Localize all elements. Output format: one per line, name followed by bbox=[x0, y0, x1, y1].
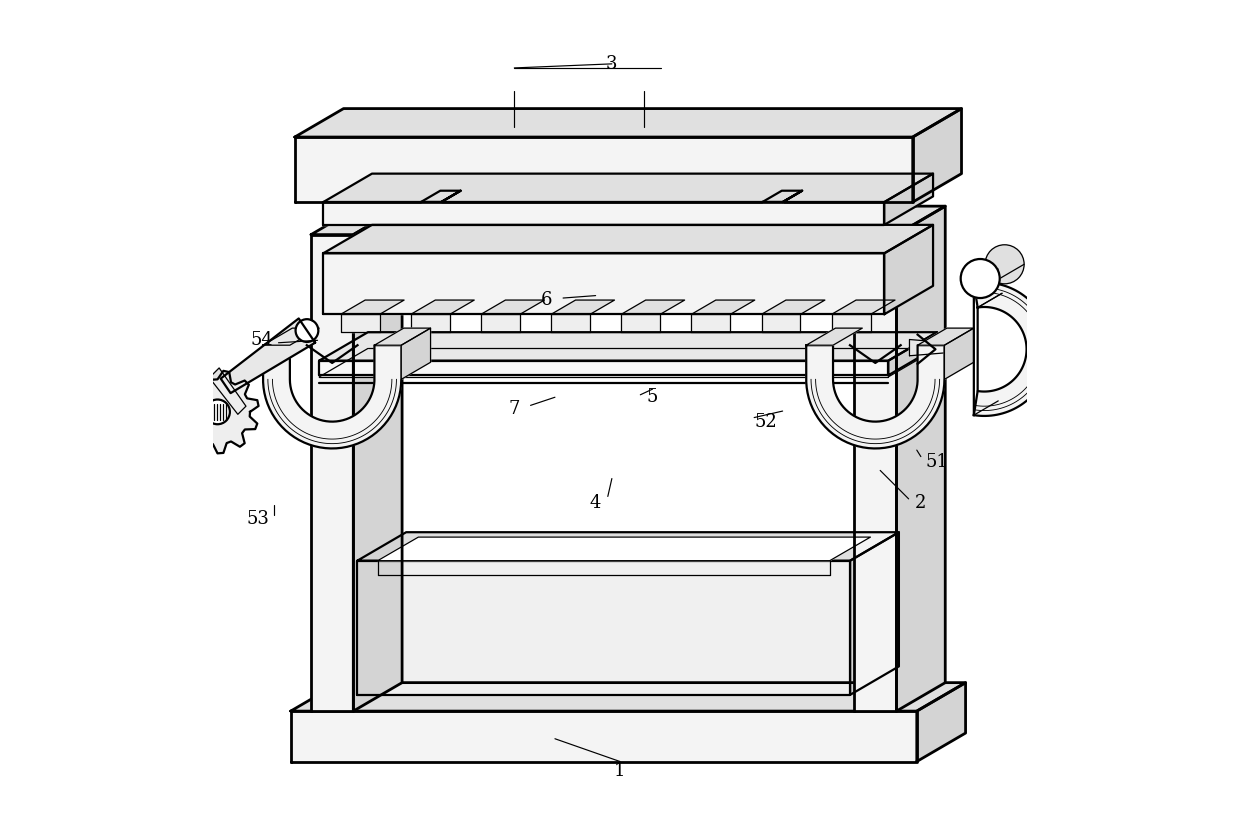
Polygon shape bbox=[806, 345, 945, 448]
Polygon shape bbox=[884, 225, 932, 314]
Polygon shape bbox=[263, 345, 402, 448]
Polygon shape bbox=[913, 108, 961, 202]
Ellipse shape bbox=[148, 401, 157, 423]
Polygon shape bbox=[324, 202, 884, 225]
Polygon shape bbox=[324, 253, 884, 314]
Polygon shape bbox=[854, 235, 897, 711]
Polygon shape bbox=[851, 533, 899, 695]
Polygon shape bbox=[441, 191, 460, 202]
Polygon shape bbox=[311, 206, 402, 235]
Polygon shape bbox=[692, 300, 755, 314]
Text: 3: 3 bbox=[606, 55, 618, 73]
Text: 52: 52 bbox=[755, 413, 777, 431]
Polygon shape bbox=[782, 191, 802, 202]
Circle shape bbox=[961, 259, 999, 298]
Polygon shape bbox=[353, 206, 402, 711]
Polygon shape bbox=[319, 332, 937, 361]
Polygon shape bbox=[357, 533, 899, 561]
Polygon shape bbox=[341, 300, 404, 314]
Circle shape bbox=[206, 400, 229, 423]
Polygon shape bbox=[341, 314, 379, 332]
Polygon shape bbox=[357, 561, 851, 695]
Polygon shape bbox=[410, 300, 474, 314]
Polygon shape bbox=[761, 300, 825, 314]
Polygon shape bbox=[621, 300, 684, 314]
Polygon shape bbox=[551, 300, 615, 314]
Text: 1: 1 bbox=[614, 762, 626, 780]
Polygon shape bbox=[290, 711, 916, 762]
Polygon shape bbox=[918, 328, 973, 345]
Polygon shape bbox=[481, 314, 520, 332]
Polygon shape bbox=[263, 328, 319, 345]
Polygon shape bbox=[897, 206, 945, 711]
Polygon shape bbox=[153, 401, 185, 423]
Text: 4: 4 bbox=[590, 494, 601, 512]
Polygon shape bbox=[832, 300, 895, 314]
Text: 6: 6 bbox=[541, 290, 553, 308]
Polygon shape bbox=[551, 314, 590, 332]
Polygon shape bbox=[481, 300, 544, 314]
Polygon shape bbox=[973, 283, 1052, 416]
Polygon shape bbox=[692, 314, 730, 332]
Polygon shape bbox=[763, 191, 802, 202]
Polygon shape bbox=[221, 318, 315, 393]
Text: 2: 2 bbox=[915, 494, 926, 512]
Polygon shape bbox=[290, 682, 966, 711]
Polygon shape bbox=[295, 108, 961, 137]
Polygon shape bbox=[324, 225, 932, 253]
Polygon shape bbox=[176, 370, 259, 453]
Polygon shape bbox=[854, 206, 945, 235]
Polygon shape bbox=[888, 332, 937, 375]
Polygon shape bbox=[324, 174, 932, 202]
Polygon shape bbox=[761, 314, 801, 332]
Circle shape bbox=[298, 321, 316, 341]
Polygon shape bbox=[832, 314, 870, 332]
Polygon shape bbox=[420, 191, 460, 202]
Polygon shape bbox=[410, 314, 450, 332]
Text: 5: 5 bbox=[647, 388, 658, 406]
Text: 7: 7 bbox=[508, 400, 520, 418]
Polygon shape bbox=[311, 235, 353, 711]
Circle shape bbox=[985, 245, 1024, 284]
Polygon shape bbox=[295, 137, 913, 202]
Polygon shape bbox=[374, 328, 430, 345]
Polygon shape bbox=[621, 314, 660, 332]
Polygon shape bbox=[806, 328, 862, 345]
Text: 51: 51 bbox=[926, 453, 949, 471]
Text: 54: 54 bbox=[250, 332, 274, 349]
Polygon shape bbox=[945, 328, 973, 380]
Polygon shape bbox=[916, 682, 966, 762]
Polygon shape bbox=[884, 174, 932, 225]
Polygon shape bbox=[210, 368, 246, 414]
Polygon shape bbox=[909, 340, 950, 356]
Text: 53: 53 bbox=[247, 510, 269, 528]
Polygon shape bbox=[378, 537, 870, 561]
Polygon shape bbox=[402, 328, 430, 380]
Polygon shape bbox=[319, 361, 888, 375]
